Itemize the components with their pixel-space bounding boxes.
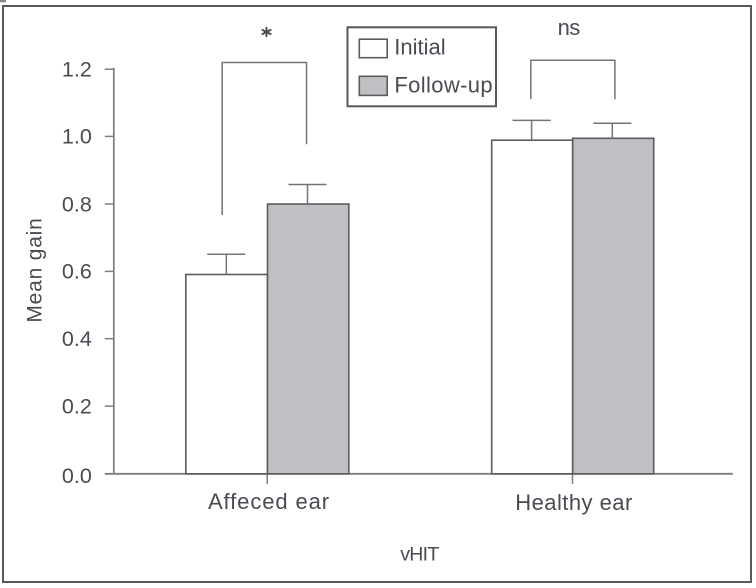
svg-text:1.0: 1.0 [62,125,92,149]
svg-text:0.2: 0.2 [62,394,92,418]
svg-text:0.0: 0.0 [62,464,92,488]
svg-text:Affeced ear: Affeced ear [208,489,330,514]
svg-text:1.2: 1.2 [62,58,92,82]
svg-text:Initial: Initial [394,35,445,60]
svg-text:Mean gain: Mean gain [23,217,46,322]
svg-text:0.4: 0.4 [62,327,92,351]
svg-text:Follow-up: Follow-up [394,73,493,98]
svg-text:vHIT: vHIT [400,544,439,566]
svg-text:0.6: 0.6 [62,260,92,284]
svg-text:Healthy ear: Healthy ear [515,490,632,515]
svg-text:0.8: 0.8 [62,192,92,216]
svg-text:ns: ns [558,15,581,40]
